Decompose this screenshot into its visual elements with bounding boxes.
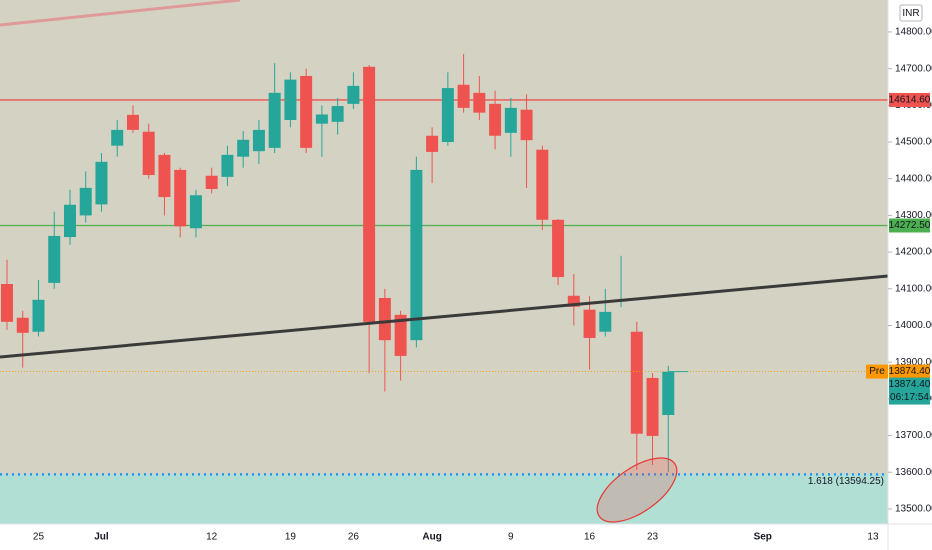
candle-body xyxy=(567,295,580,307)
candle-body xyxy=(32,299,45,332)
candle-body xyxy=(1,284,13,322)
candle-body xyxy=(599,311,612,332)
x-tick-label: 26 xyxy=(348,532,360,543)
candle-body xyxy=(300,75,313,148)
candle-body xyxy=(111,129,124,146)
y-tick-label: 13700.00 xyxy=(895,430,932,441)
level-tag xyxy=(889,218,930,233)
x-tick-label: Jul xyxy=(94,532,109,543)
x-tick-label: 19 xyxy=(285,532,297,543)
trend-line xyxy=(0,0,241,27)
premarket-tag-bg xyxy=(866,364,888,379)
y-tick-label: 13600.00 xyxy=(895,467,932,478)
candle-body xyxy=(79,187,92,216)
candle-body xyxy=(315,114,328,124)
candle-body xyxy=(583,309,596,338)
y-tick-label: 14500.00 xyxy=(895,137,932,148)
candle-body xyxy=(410,169,423,341)
plot-background xyxy=(0,0,888,524)
y-tick-label: 13900.00 xyxy=(895,357,932,368)
level-label: 14272.50 xyxy=(889,220,931,231)
premarket-price-bg xyxy=(889,364,930,379)
y-tick-label: 14300.00 xyxy=(895,210,932,221)
premarket-price: 13874.40 xyxy=(889,366,931,377)
fib-zone xyxy=(0,474,888,524)
candle-body xyxy=(363,66,376,322)
highlight-ellipse xyxy=(596,457,678,523)
y-tick-label: 14200.00 xyxy=(895,247,932,258)
candle-body xyxy=(457,84,470,108)
candle-body xyxy=(205,175,218,189)
trend-line xyxy=(0,274,889,359)
candle-body xyxy=(63,204,76,238)
y-tick-label: 14700.00 xyxy=(895,63,932,74)
x-tick-label: 16 xyxy=(584,532,596,543)
candle-body xyxy=(95,161,108,205)
candle-body xyxy=(252,129,265,152)
y-tick-label: 14100.00 xyxy=(895,283,932,294)
x-tick-label: 12 xyxy=(206,532,218,543)
candle-body xyxy=(536,149,549,220)
candle-body xyxy=(441,88,454,143)
axis-layer: 14800.0014700.0014600.0014500.0014400.00… xyxy=(33,27,932,543)
x-tick-label: Sep xyxy=(754,532,772,543)
premarket-tag: Pre xyxy=(869,366,885,377)
y-tick-label: 14800.00 xyxy=(895,27,932,38)
candle-body xyxy=(48,235,61,283)
candle-body xyxy=(426,135,439,152)
x-tick-label: 23 xyxy=(647,532,659,543)
candle-body xyxy=(489,103,502,136)
candle-body xyxy=(520,109,533,141)
level-label: 14614.60 xyxy=(889,95,931,106)
last-price: 13874.40 xyxy=(889,379,931,390)
x-tick-label: 9 xyxy=(508,532,514,543)
candle-body xyxy=(331,106,344,122)
candle-body xyxy=(221,154,234,177)
currency-box xyxy=(899,4,923,22)
candle-body xyxy=(284,79,297,120)
candle-body xyxy=(16,317,29,333)
candle-body xyxy=(126,114,139,130)
candle-body xyxy=(174,169,187,227)
y-tick-label: 13500.00 xyxy=(895,504,932,515)
y-tick-label: 14400.00 xyxy=(895,173,932,184)
candle-body xyxy=(504,107,517,133)
candle-body xyxy=(347,85,360,104)
candle-body xyxy=(394,314,407,356)
x-tick-label: 13 xyxy=(867,532,879,543)
candle-body xyxy=(142,131,155,176)
candle-body xyxy=(473,92,486,113)
plot: 1.618 (13594.25) xyxy=(0,53,888,524)
countdown: 06:17:54 xyxy=(890,392,929,403)
y-tick-label: 14000.00 xyxy=(895,320,932,331)
x-tick-label: 25 xyxy=(33,532,45,543)
candle-body xyxy=(630,331,643,434)
candle-body xyxy=(552,219,565,278)
candle-body xyxy=(662,371,675,416)
currency: INR xyxy=(902,8,919,19)
price-axis xyxy=(888,0,932,550)
candle-body xyxy=(378,297,391,341)
time-axis xyxy=(0,524,932,550)
candle-body xyxy=(237,139,250,157)
x-tick-label: Aug xyxy=(422,532,441,543)
candle-body xyxy=(268,92,281,148)
fib-label: 1.618 (13594.25) xyxy=(808,476,884,487)
candle-body xyxy=(189,195,202,229)
last-price-bg xyxy=(889,377,930,405)
level-tag xyxy=(889,92,930,107)
candle-body xyxy=(158,154,171,198)
candle-body xyxy=(646,377,659,436)
